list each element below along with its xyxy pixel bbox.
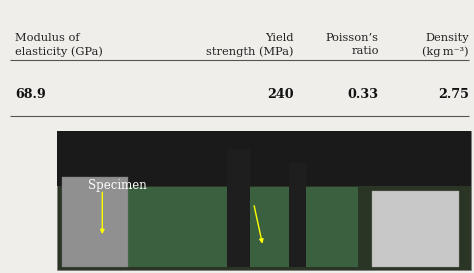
Bar [227, 149, 250, 267]
Bar [372, 191, 458, 267]
Bar [289, 163, 306, 267]
Text: Specimen: Specimen [88, 179, 147, 192]
Bar [57, 131, 471, 270]
Text: 68.9: 68.9 [15, 88, 46, 101]
Text: Density
(kg m⁻³): Density (kg m⁻³) [422, 33, 469, 57]
Text: 240: 240 [267, 88, 294, 101]
Text: 2.75: 2.75 [438, 88, 469, 101]
Text: 0.33: 0.33 [348, 88, 379, 101]
Text: Yield
strength (MPa): Yield strength (MPa) [206, 33, 294, 57]
Text: Poisson’s
ratio: Poisson’s ratio [326, 33, 379, 56]
Bar [62, 177, 128, 267]
Bar [76, 186, 357, 267]
Text: Modulus of
elasticity (GPa): Modulus of elasticity (GPa) [15, 33, 103, 57]
Bar [57, 131, 471, 186]
